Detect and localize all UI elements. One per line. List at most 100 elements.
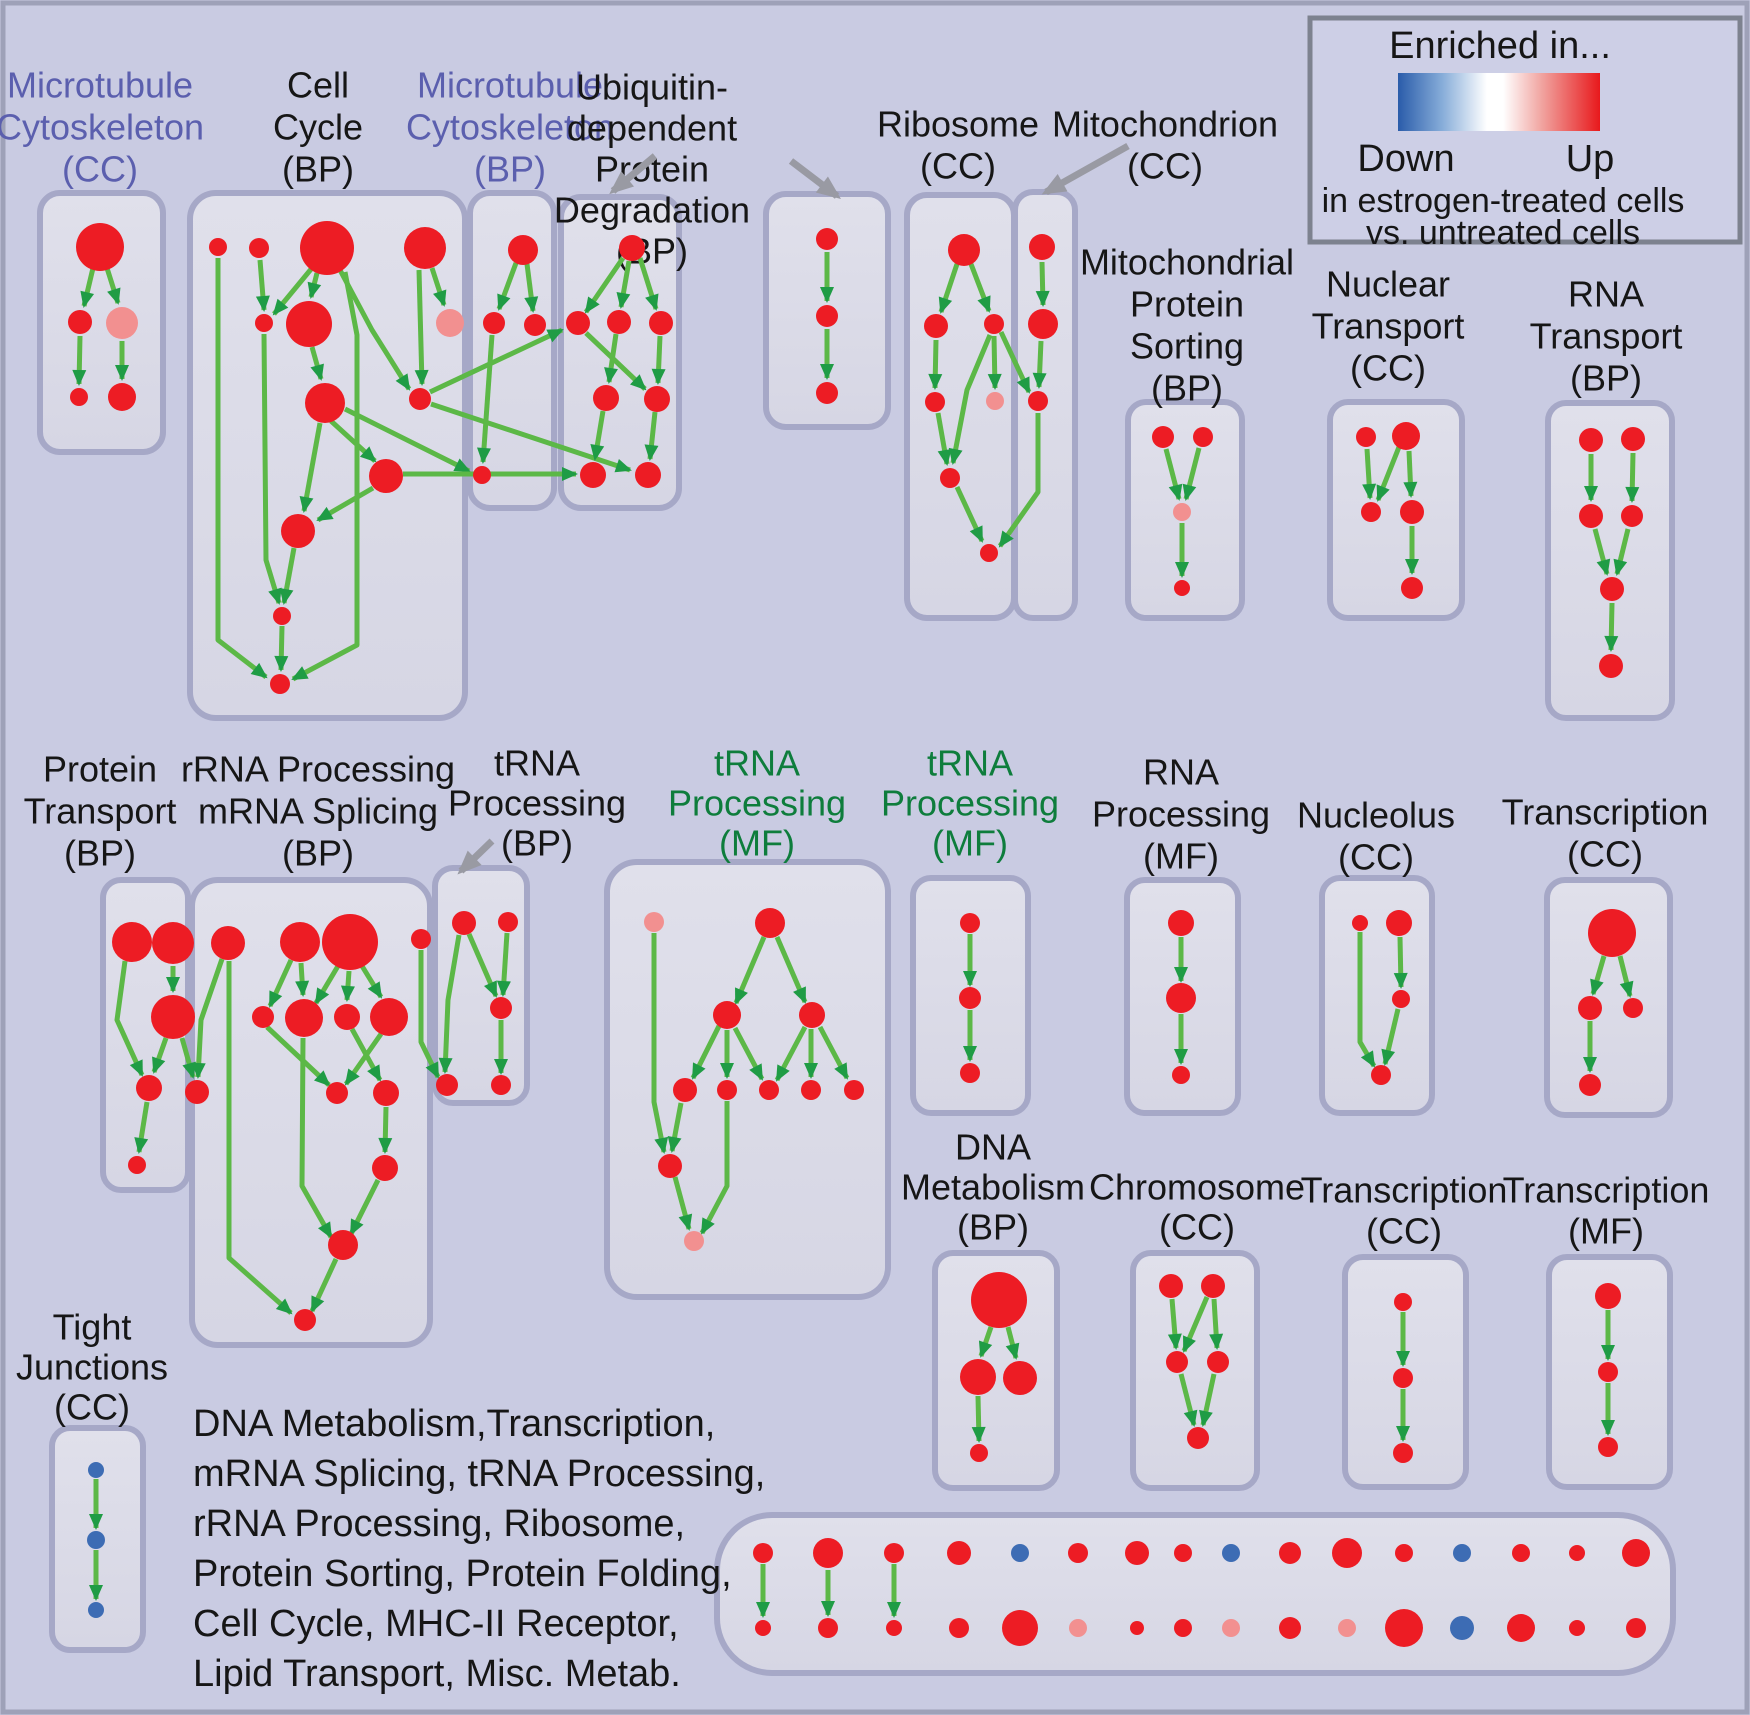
go-term-node — [1598, 1437, 1618, 1457]
go-term-node — [490, 997, 512, 1019]
go-term-node — [409, 388, 431, 410]
go-term-node — [1400, 500, 1424, 524]
network-edge — [279, 547, 297, 605]
rna-transport-label-line: Transport — [1530, 316, 1683, 357]
nucleolus-label-line: (CC) — [1338, 837, 1414, 878]
rrna-mrna-label-line: mRNA Splicing — [198, 791, 438, 832]
legend-subtitle-2: vs. untreated cells — [1366, 214, 1640, 252]
network-edge — [1005, 1326, 1020, 1360]
network-edge — [299, 422, 323, 513]
trna-mf-1-label-line: (MF) — [719, 823, 795, 864]
go-term-node — [1222, 1544, 1240, 1562]
ubiquitin-label-line: Degradation — [554, 190, 750, 231]
group-box-transcription-cc-2 — [1544, 877, 1673, 1118]
microtubule-bp-label-line: Microtubule — [417, 65, 603, 106]
go-term-node — [76, 223, 124, 271]
go-term-node — [286, 301, 332, 347]
go-term-node — [1623, 998, 1643, 1018]
go-term-node — [1125, 1541, 1149, 1565]
network-edge — [672, 1176, 693, 1231]
trna-mf-2-label-line: tRNA — [927, 743, 1013, 784]
dna-metabolism-label-line: Metabolism — [901, 1167, 1085, 1208]
go-term-node — [619, 235, 645, 261]
network-edge — [418, 950, 441, 1079]
misc-clusters-note: DNA Metabolism,Transcription, mRNA Splici… — [193, 1403, 765, 1695]
go-term-node — [925, 392, 945, 412]
go-term-node — [801, 1080, 821, 1100]
go-term-node — [940, 468, 960, 488]
tight-junctions-label-line: (CC) — [54, 1387, 130, 1428]
mito-protein-sorting-label-line: Sorting — [1130, 326, 1244, 367]
network-edge — [340, 970, 355, 1002]
go-term-node — [1338, 1619, 1356, 1637]
go-term-node — [799, 1002, 825, 1028]
transcription-cc-3-label: Transcription (CC) — [1301, 1170, 1508, 1252]
network-edge — [72, 335, 87, 386]
go-term-node — [1011, 1544, 1029, 1562]
transcription-cc-3-label-line: Transcription — [1301, 1170, 1508, 1211]
nuclear-transport-label: Nuclear Transport (CC) — [1312, 264, 1465, 389]
go-term-node — [1002, 1610, 1038, 1646]
network-edge — [1590, 955, 1607, 996]
go-term-node — [1569, 1545, 1585, 1561]
network-edge — [1163, 448, 1183, 501]
go-term-node — [1579, 504, 1603, 528]
go-term-node — [884, 1543, 904, 1563]
network-edge — [774, 936, 808, 1004]
go-term-node — [1356, 427, 1376, 447]
go-term-node — [273, 607, 291, 625]
transcription-mf-label-line: (MF) — [1568, 1211, 1644, 1252]
rna-transport-label-line: (BP) — [1570, 358, 1642, 399]
go-term-node — [886, 1620, 902, 1636]
go-term-node — [151, 995, 195, 1039]
go-term-node — [980, 544, 998, 562]
network-edge — [651, 335, 666, 385]
dna-metabolism-label-line: DNA — [955, 1127, 1031, 1168]
go-term-node — [673, 1078, 697, 1102]
go-term-node — [960, 1063, 980, 1083]
go-term-node — [1385, 1609, 1423, 1647]
go-term-node — [1029, 234, 1055, 260]
go-term-node — [986, 392, 1004, 410]
chromosome-label-line: (CC) — [1159, 1207, 1235, 1248]
network-edge — [316, 485, 375, 523]
go-term-node — [1003, 1361, 1037, 1395]
trna-bp-label: tRNA Processing (BP) — [448, 743, 626, 864]
dna-metabolism-label: DNA Metabolism (BP) — [901, 1127, 1085, 1248]
network-edge — [590, 410, 606, 461]
group-box-misc-cluster — [714, 1512, 1676, 1676]
go-term-node — [1450, 1616, 1474, 1640]
network-edge — [733, 936, 767, 1005]
go-term-node — [1569, 1620, 1585, 1636]
go-term-node — [88, 1462, 104, 1478]
go-term-node — [1588, 909, 1636, 957]
trna-mf-1-label-line: tRNA — [714, 743, 800, 784]
go-term-node — [1279, 1542, 1301, 1564]
network-edge — [971, 1395, 986, 1443]
go-term-node — [1207, 1351, 1229, 1373]
go-term-node — [635, 462, 661, 488]
go-term-node — [473, 466, 491, 484]
cell-cycle-label: Cell Cycle (BP) — [273, 65, 363, 190]
network-edge — [349, 1027, 383, 1082]
go-term-node — [593, 385, 619, 411]
network-edge — [732, 1026, 765, 1081]
go-term-node — [70, 388, 88, 406]
network-edge — [428, 327, 564, 395]
network-edge — [313, 964, 341, 1005]
go-term-node — [1401, 577, 1423, 599]
network-edge — [274, 625, 289, 672]
legend-title: Enriched in... — [1389, 25, 1611, 67]
go-term-node — [1130, 1621, 1144, 1635]
mito-protein-sorting-label-line: Mitochondrial — [1080, 242, 1294, 283]
network-edge — [690, 1024, 722, 1080]
network-edge — [817, 1025, 850, 1080]
nuclear-transport-label-line: Transport — [1312, 306, 1465, 347]
go-term-node — [280, 922, 320, 962]
go-term-node — [300, 221, 354, 275]
tight-junctions-label: Tight Junctions (CC) — [16, 1307, 168, 1428]
network-edge — [291, 271, 360, 682]
misc-clusters-note-line: rRNA Processing, Ribosome, — [193, 1503, 685, 1545]
network-edge — [667, 1102, 684, 1153]
